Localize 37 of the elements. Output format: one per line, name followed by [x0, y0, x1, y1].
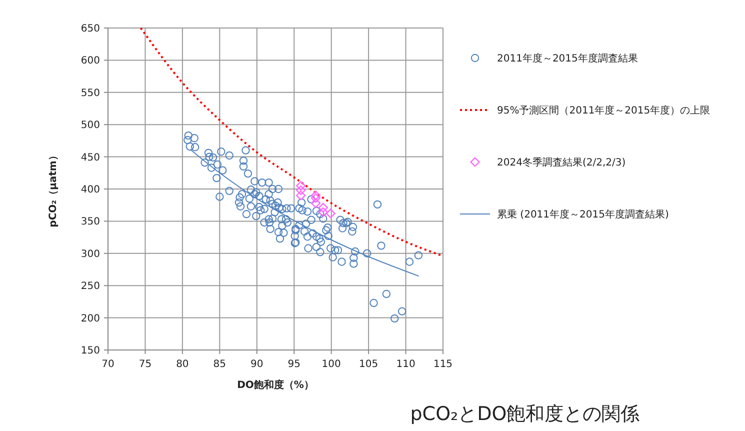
y-tick-label: 300 — [80, 248, 100, 260]
point — [310, 190, 320, 200]
legend-label: 2024冬季調査結果(2/2,2/3) — [497, 156, 626, 168]
legend-label: 累乗 (2011年度～2015年度調査結果) — [497, 208, 669, 220]
x-tick-label: 100 — [322, 359, 341, 370]
point — [326, 208, 336, 218]
y-axis-title: pCO₂（μatm） — [48, 150, 59, 228]
x-tick-label: 95 — [288, 359, 300, 370]
y-tick-label: 550 — [80, 88, 100, 99]
x-tick-label: 70 — [102, 359, 114, 370]
y-tick-label: 650 — [80, 24, 100, 34]
point — [296, 185, 306, 196]
y-tick-label: 150 — [80, 346, 100, 356]
point — [296, 180, 306, 191]
point — [318, 202, 328, 212]
x-tick-label: 85 — [213, 359, 226, 370]
y-tick-label: 600 — [80, 56, 100, 67]
legend-label: 95%予測区間（2011年度～2015年度）の上限 — [497, 104, 710, 116]
point — [310, 198, 320, 208]
x-tick-label: 105 — [359, 359, 378, 370]
x-tick-label: 90 — [250, 359, 264, 370]
y-tick-label: 250 — [80, 281, 100, 292]
point — [318, 207, 328, 217]
y-tick-label: 500 — [80, 120, 100, 132]
point — [296, 190, 306, 200]
x-axis-title: DO飽和度（%） — [237, 379, 314, 391]
x-tick-label: 115 — [433, 359, 453, 370]
y-tick-label: 450 — [80, 152, 100, 164]
x-tick-label: 110 — [396, 359, 416, 370]
text: pCO₂とDO飽和度との関係 — [410, 403, 640, 425]
y-tick-label: 350 — [80, 216, 100, 228]
x-tick-label: 80 — [176, 359, 189, 370]
y-tick-label: 400 — [80, 184, 100, 196]
point — [310, 193, 320, 203]
x-tick-label: 75 — [138, 359, 152, 370]
legend-label: 2011年度～2015年度調査結果 — [497, 52, 638, 64]
y-tick-label: 200 — [80, 313, 100, 324]
